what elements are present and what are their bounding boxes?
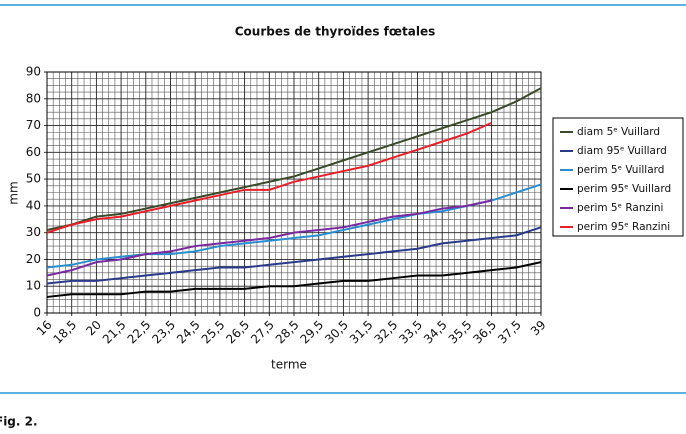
x-tick-label: 29,5 [298,318,327,347]
x-tick-label: 24,5 [174,318,203,347]
legend-label: perim 95ᵉ Ranzini [577,221,670,233]
x-tick-label: 26,5 [223,318,252,347]
series-line [46,121,492,234]
x-tick-label: 32,5 [372,318,401,347]
x-tick-label: 22,5 [125,318,154,347]
x-tick-label: 37,5 [495,318,524,347]
figure-caption: Fig. 2. [0,415,38,429]
series-line [46,87,542,231]
legend-label: perim 5ᵉ Vuillard [577,164,664,176]
x-tick-label: 27,5 [248,318,277,347]
y-tick-label: 90 [26,65,41,79]
legend-label: perim 95ᵉ Vuillard [577,183,671,195]
x-tick-label: 33,5 [396,318,425,347]
y-axis-label: mm [7,181,21,204]
legend-label: diam 5ᵉ Vuillard [577,126,660,138]
x-tick-label: 36,5 [470,318,499,347]
y-tick-label: 10 [26,279,41,293]
x-axis-label: terme [271,358,307,372]
x-tick-label: 18,5 [51,318,80,347]
x-tick-label: 21,5 [100,318,129,347]
y-tick-label: 40 [26,198,41,212]
x-tick-label: 39 [528,318,549,339]
y-tick-label: 30 [26,225,41,239]
series-line [46,226,542,285]
x-tick-label: 25,5 [199,318,228,347]
x-tick-label: 28,5 [273,318,302,347]
legend-label: diam 95ᵉ Vuillard [577,145,667,157]
y-tick-label: 50 [26,172,41,186]
y-tick-label: 70 [26,118,41,132]
x-tick-label: 30,5 [322,318,351,347]
x-tick-label: 34,5 [421,318,450,347]
legend-label: perim 5ᵉ Ranzini [577,202,663,214]
y-tick-label: 0 [33,306,41,320]
series-line [46,261,542,298]
chart-title: Courbes de thyroïdes fœtales [235,25,435,39]
y-tick-label: 60 [26,145,41,159]
x-tick-label: 35,5 [446,318,475,347]
x-tick-label: 31,5 [347,318,376,347]
y-tick-label: 20 [26,252,41,266]
y-tick-label: 80 [26,91,41,105]
legend-box [552,117,684,237]
plot-frame [46,71,542,314]
x-tick-label: 23,5 [149,318,178,347]
series-line [46,199,492,277]
